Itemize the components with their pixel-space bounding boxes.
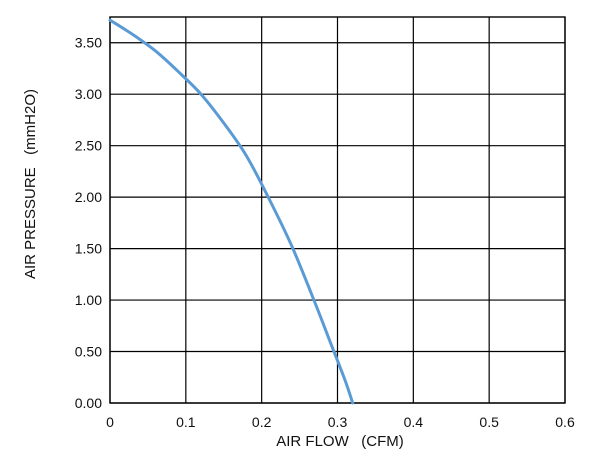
- pressure-flow-curve: [108, 18, 355, 405]
- x-tick-label: 0.1: [176, 414, 196, 430]
- plot-frame: [109, 16, 566, 404]
- x-tick-label: 0: [106, 414, 114, 430]
- y-tick-label: 0.00: [75, 395, 102, 411]
- y-axis-label: AIR PRESSURE (mmH2O): [22, 89, 39, 279]
- y-tick-label: 0.50: [75, 344, 102, 360]
- curve-layer: [108, 18, 355, 405]
- x-tick-label: 0.4: [404, 414, 424, 430]
- x-tick-label: 0.5: [479, 414, 499, 430]
- x-tick-label: 0.3: [328, 414, 348, 430]
- x-axis-label: AIR FLOW (CFM): [276, 433, 404, 450]
- x-tick-label: 0.6: [555, 414, 575, 430]
- y-tick-labels: 0.00 0.50 1.00 1.50 2.00 2.50 3.00 3.50: [75, 35, 102, 411]
- y-tick-label: 2.50: [75, 138, 102, 154]
- y-tick-label: 1.50: [75, 241, 102, 257]
- y-tick-label: 3.50: [75, 35, 102, 51]
- y-tick-label: 3.00: [75, 86, 102, 102]
- y-tick-label: 1.00: [75, 292, 102, 308]
- grid: [109, 16, 566, 404]
- y-tick-label: 2.00: [75, 189, 102, 205]
- x-tick-labels: 0 0.1 0.2 0.3 0.4 0.5 0.6: [106, 414, 575, 430]
- x-tick-label: 0.2: [252, 414, 272, 430]
